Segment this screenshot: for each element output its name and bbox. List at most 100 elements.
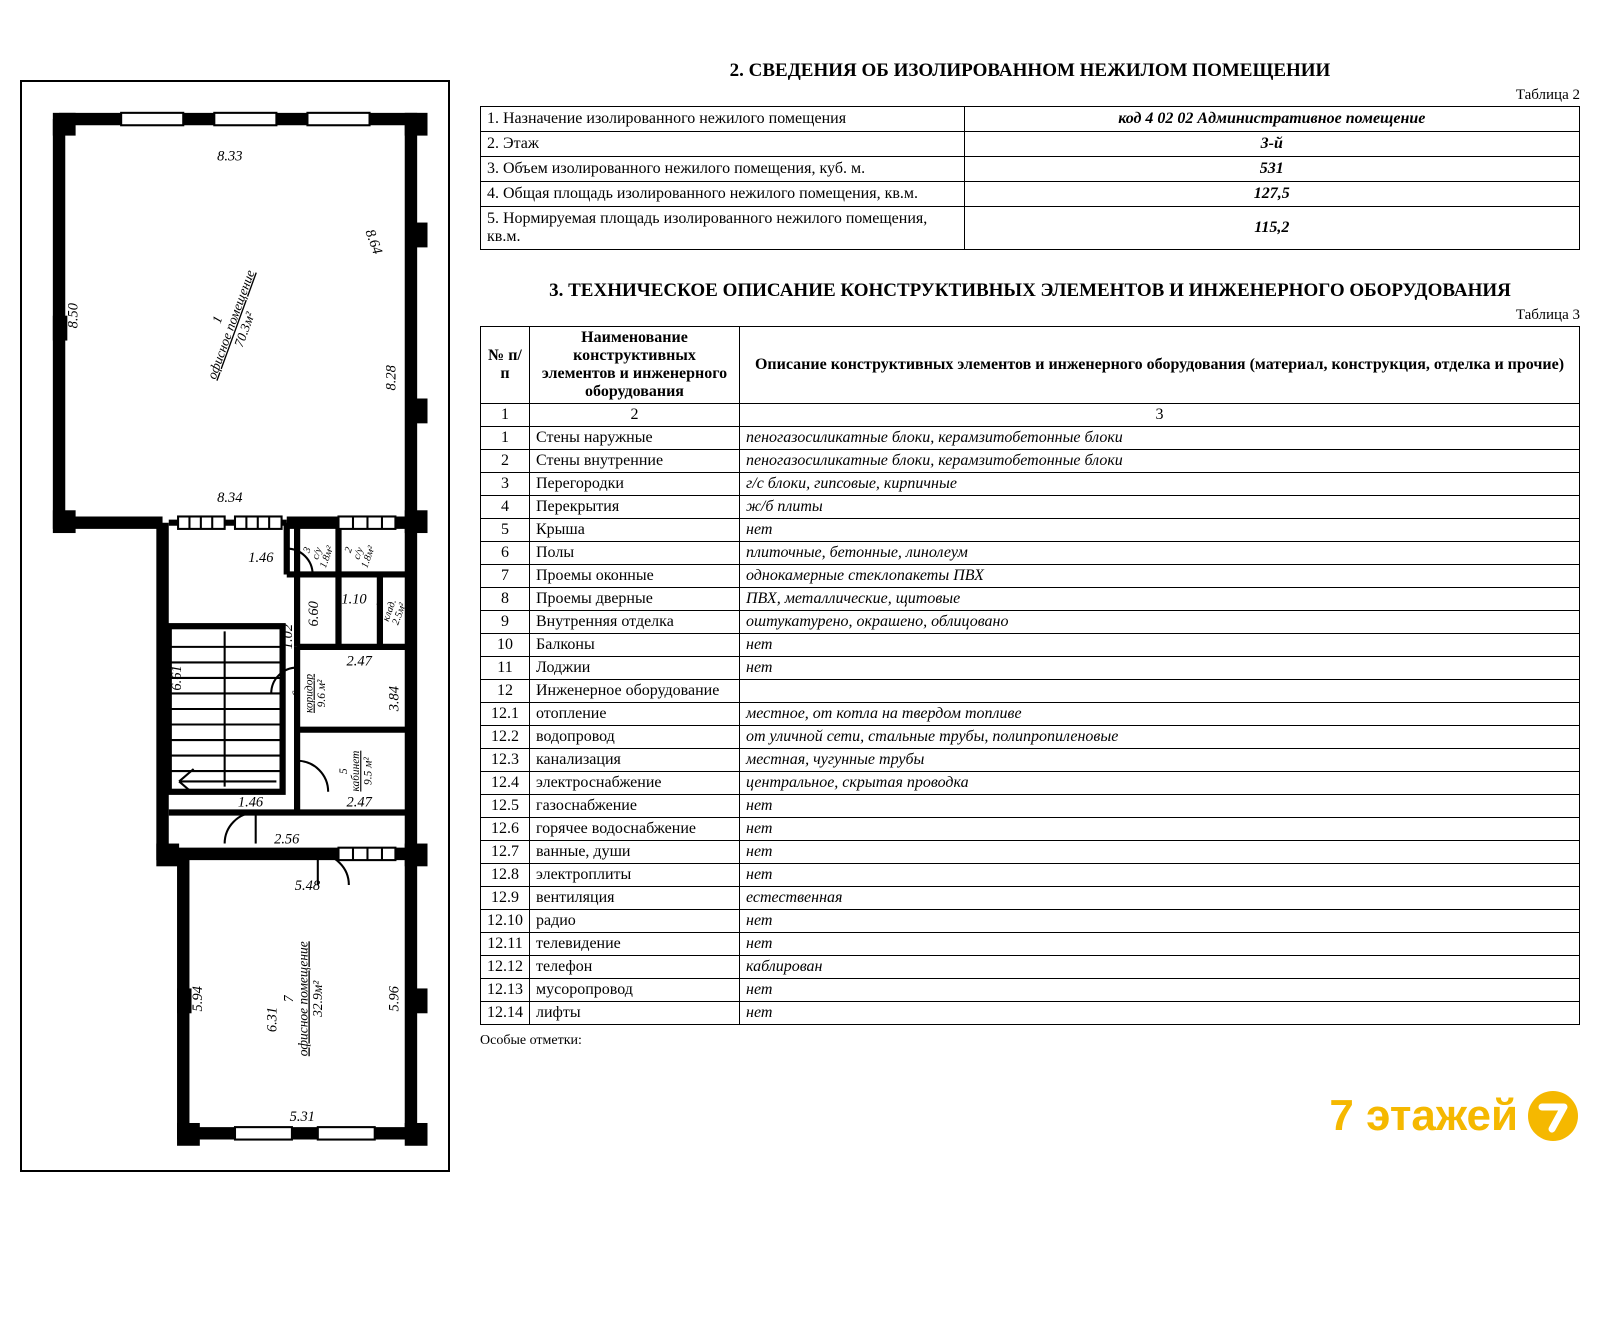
table3-name-cell: Проемы оконные [530, 565, 740, 588]
table3-num-cell: 11 [481, 657, 530, 680]
table3-row: 8Проемы дверныеПВХ, металлические, щитов… [481, 588, 1580, 611]
dim-r2: 8.28 [383, 364, 399, 390]
table3-row: 10Балконынет [481, 634, 1580, 657]
dim-l1: 8.50 [66, 302, 82, 328]
dim-r1: 8.64 [361, 227, 385, 256]
table3-num-cell: 12.8 [481, 864, 530, 887]
dim-ms2: 1.02 [280, 624, 296, 649]
table2-row: 3. Объем изолированного нежилого помещен… [481, 157, 1580, 182]
table3-name-cell: ванные, души [530, 841, 740, 864]
table3-name-cell: телефон [530, 956, 740, 979]
table3: № п/п Наименование конструктивных элемен… [480, 326, 1580, 1025]
table3-row: 12.10радионет [481, 910, 1580, 933]
table3-desc-cell: нет [740, 979, 1580, 1002]
room5-num: 5 [338, 768, 350, 774]
dim-lr: 5.96 [387, 985, 403, 1011]
table3-desc-cell: местная, чугунные трубы [740, 749, 1580, 772]
table3-name-cell: горячее водоснабжение [530, 818, 740, 841]
table3-num-cell: 12.6 [481, 818, 530, 841]
table2-label-cell: 1. Назначение изолированного нежилого по… [481, 107, 965, 132]
table2-label-cell: 2. Этаж [481, 132, 965, 157]
table2-row: 4. Общая площадь изолированного нежилого… [481, 182, 1580, 207]
table3-name-cell: водопровод [530, 726, 740, 749]
dim-lt: 5.48 [295, 878, 321, 894]
table3-desc-cell: нет [740, 519, 1580, 542]
table2: 1. Назначение изолированного нежилого по… [480, 106, 1580, 250]
table3-desc-cell: пеногазосиликатные блоки, керамзитобетон… [740, 427, 1580, 450]
room2-area: 1.8м² [359, 544, 377, 570]
table3-name-cell: Инженерное оборудование [530, 680, 740, 703]
table3-row: 12Инженерное оборудование [481, 680, 1580, 703]
t3-head-1: № п/п [481, 327, 530, 404]
dim-mr3: 2.47 [347, 794, 373, 810]
table3-name-cell: канализация [530, 749, 740, 772]
table3-row: 1Стены наружныепеногазосиликатные блоки,… [481, 427, 1580, 450]
logo-icon [1526, 1089, 1580, 1143]
table3-desc-cell: г/с блоки, гипсовые, кирпичные [740, 473, 1580, 496]
dim-ms3: 1.10 [341, 591, 367, 607]
table3-row: 12.12телефонкаблирован [481, 956, 1580, 979]
room6-area: 9.6 м² [316, 679, 328, 707]
table3-row: 9Внутренняя отделкаоштукатурено, окрашен… [481, 611, 1580, 634]
table3-name-cell: электроплиты [530, 864, 740, 887]
table2-row: 1. Назначение изолированного нежилого по… [481, 107, 1580, 132]
table3-desc-cell: нет [740, 634, 1580, 657]
table3-name-cell: Лоджии [530, 657, 740, 680]
dim-ms5: 1.46 [238, 794, 264, 810]
table3-num-cell: 2 [481, 450, 530, 473]
table3-num-cell: 10 [481, 634, 530, 657]
table3-num-cell: 12.5 [481, 795, 530, 818]
table3-name-cell: Проемы дверные [530, 588, 740, 611]
room3-area: 1.8м² [318, 544, 336, 570]
table3-row: 12.5газоснабжениенет [481, 795, 1580, 818]
table3-name-cell: Перегородки [530, 473, 740, 496]
table3-num-cell: 1 [481, 427, 530, 450]
table3-row: 7Проемы оконныеоднокамерные стеклопакеты… [481, 565, 1580, 588]
table2-row: 2. Этаж3-й [481, 132, 1580, 157]
table3-desc-cell: каблирован [740, 956, 1580, 979]
dim-ms1: 1.46 [248, 550, 274, 566]
table3-desc-cell: ж/б плиты [740, 496, 1580, 519]
table3-num-cell: 3 [481, 473, 530, 496]
table3-name-cell: Полы [530, 542, 740, 565]
t3-head-3: Описание конструктивных элементов и инже… [740, 327, 1580, 404]
t3-head-2: Наименование конструктивных элементов и … [530, 327, 740, 404]
table3-num-cell: 12.12 [481, 956, 530, 979]
table3-desc-cell: оштукатурено, окрашено, облицовано [740, 611, 1580, 634]
table3-row: 12.9вентиляцияестественная [481, 887, 1580, 910]
table3-num-cell: 7 [481, 565, 530, 588]
table3-row: 11Лоджиинет [481, 657, 1580, 680]
table3-name-cell: Внутренняя отделка [530, 611, 740, 634]
table3-desc-cell: плиточные, бетонные, линолеум [740, 542, 1580, 565]
table3-num-cell: 12.14 [481, 1002, 530, 1025]
t3-sub-1: 1 [481, 404, 530, 427]
table2-label-cell: 3. Объем изолированного нежилого помещен… [481, 157, 965, 182]
table2-row: 5. Нормируемая площадь изолированного не… [481, 207, 1580, 250]
table3-num-cell: 8 [481, 588, 530, 611]
table3-row: 12.1отоплениеместное, от котла на твердо… [481, 703, 1580, 726]
room7-area: 32.9м² [310, 980, 325, 1018]
table3-num-cell: 12.2 [481, 726, 530, 749]
dim-mr2: 3.84 [387, 686, 403, 712]
table3-desc-cell: ПВХ, металлические, щитовые [740, 588, 1580, 611]
table3-desc-cell: центральное, скрытая проводка [740, 772, 1580, 795]
table3-desc-cell: нет [740, 864, 1580, 887]
table3-desc-cell: нет [740, 910, 1580, 933]
table3-desc-cell: от уличной сети, стальные трубы, полипро… [740, 726, 1580, 749]
table3-desc-cell: естественная [740, 887, 1580, 910]
brand-logo: 7 этажей [480, 1089, 1580, 1143]
section3-title: 3. ТЕХНИЧЕСКОЕ ОПИСАНИЕ КОНСТРУКТИВНЫХ Э… [480, 280, 1580, 302]
table3-desc-cell [740, 680, 1580, 703]
table3-row: 12.11телевидениенет [481, 933, 1580, 956]
table3-num-cell: 5 [481, 519, 530, 542]
table3-name-cell: Стены внутренние [530, 450, 740, 473]
table3-name-cell: лифты [530, 1002, 740, 1025]
table3-name-cell: вентиляция [530, 887, 740, 910]
dim-mr1: 2.47 [347, 654, 373, 670]
dim-top: 8.33 [217, 148, 242, 164]
section2-title: 2. СВЕДЕНИЯ ОБ ИЗОЛИРОВАННОМ НЕЖИЛОМ ПОМ… [480, 60, 1580, 82]
t3-sub-2: 2 [530, 404, 740, 427]
table2-value-cell: 3-й [964, 132, 1579, 157]
table3-row: 12.14лифтынет [481, 1002, 1580, 1025]
table3-desc-cell: нет [740, 657, 1580, 680]
